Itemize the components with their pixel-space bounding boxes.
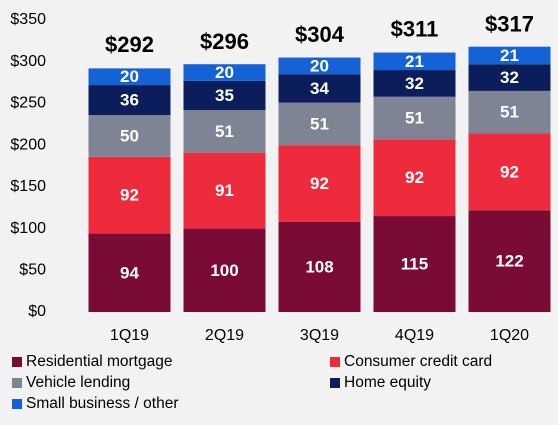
- legend-swatch: [330, 357, 340, 367]
- data-label: 20: [310, 56, 329, 75]
- x-tick-label: 3Q19: [300, 327, 339, 344]
- data-label: 92: [310, 174, 329, 193]
- bar-segment: [183, 228, 266, 312]
- data-label: 35: [215, 86, 234, 105]
- data-label: 51: [215, 122, 234, 141]
- bar-segment: [373, 52, 456, 71]
- bar-segment: [468, 133, 551, 211]
- bar-segment: [183, 152, 266, 229]
- total-label: $317: [485, 11, 534, 36]
- bar-segment: [278, 102, 361, 146]
- legend-swatch: [330, 378, 340, 388]
- legend-label: Home equity: [344, 374, 431, 391]
- bar-segment: [373, 96, 456, 140]
- total-label: $311: [391, 16, 439, 41]
- legend-label: Small business / other: [26, 395, 179, 412]
- legend-label: Residential mortgage: [26, 353, 172, 370]
- bar-segment: [278, 74, 361, 103]
- y-tick-label: $100: [10, 220, 46, 237]
- y-tick-label: $300: [10, 53, 46, 70]
- bar-segment: [373, 216, 456, 312]
- data-label: 20: [120, 67, 139, 86]
- y-tick-label: $150: [10, 178, 46, 195]
- bar-segment: [278, 57, 361, 75]
- data-label: 115: [401, 255, 428, 274]
- bar-segment: [183, 80, 266, 111]
- x-tick-label: 4Q19: [395, 327, 434, 344]
- data-label: 36: [120, 91, 139, 110]
- data-label: 50: [120, 126, 139, 145]
- data-label: 92: [500, 162, 519, 181]
- data-label: 34: [310, 79, 329, 98]
- data-label: 108: [305, 257, 333, 276]
- total-label: $296: [200, 29, 249, 54]
- bar-segment: [373, 139, 456, 217]
- data-label: 91: [215, 181, 234, 200]
- data-label: 122: [495, 252, 523, 271]
- bar-segment: [88, 85, 171, 116]
- data-label: 100: [210, 261, 238, 280]
- bar-segment: [468, 46, 551, 65]
- y-tick-label: $200: [10, 136, 46, 153]
- y-tick-label: $350: [10, 11, 46, 28]
- bar-segment: [468, 90, 551, 134]
- data-label: 92: [405, 168, 424, 187]
- total-label: $304: [295, 22, 345, 47]
- y-tick-label: $250: [10, 95, 46, 112]
- legend-swatch: [12, 378, 22, 388]
- bar-segment: [468, 210, 551, 312]
- data-label: 32: [500, 68, 519, 87]
- bar-segment: [183, 110, 266, 153]
- data-label: 51: [405, 109, 424, 128]
- data-label: 21: [405, 52, 424, 71]
- bar-segment: [88, 233, 171, 312]
- legend-swatch: [12, 399, 22, 409]
- bar-segment: [183, 64, 266, 81]
- bar-segment: [278, 221, 361, 312]
- bar-segment: [468, 64, 551, 91]
- x-tick-label: 1Q19: [110, 327, 149, 344]
- legend-swatch: [12, 357, 22, 367]
- legend-label: Vehicle lending: [26, 374, 130, 391]
- data-label: 32: [405, 74, 424, 93]
- data-label: 51: [310, 114, 329, 133]
- data-label: 20: [215, 63, 234, 82]
- total-label: $292: [105, 32, 154, 57]
- bar-segment: [88, 115, 171, 157]
- bar-segment: [88, 68, 171, 86]
- x-tick-label: 1Q20: [490, 327, 529, 344]
- bar-segment: [88, 156, 171, 234]
- data-label: 21: [500, 46, 519, 65]
- data-label: 94: [120, 263, 139, 282]
- data-label: 92: [120, 186, 139, 205]
- data-label: 51: [500, 103, 519, 122]
- bar-segment: [278, 145, 361, 222]
- legend-label: Consumer credit card: [344, 353, 492, 370]
- bar-segment: [373, 70, 456, 97]
- y-tick-label: $0: [28, 303, 46, 320]
- y-tick-label: $50: [19, 262, 46, 279]
- x-tick-label: 2Q19: [205, 327, 244, 344]
